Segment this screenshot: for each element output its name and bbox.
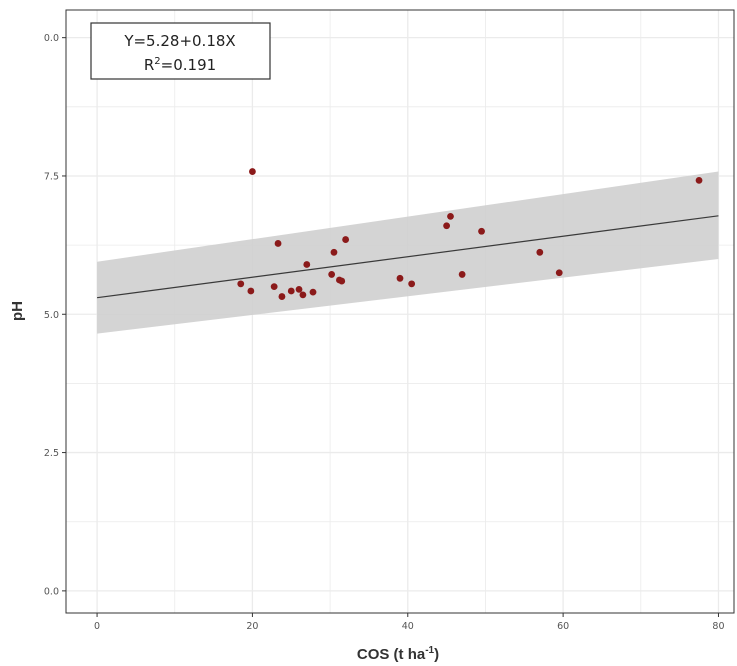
data-point — [295, 285, 303, 293]
grid-lines — [66, 10, 734, 613]
data-point — [247, 287, 255, 295]
data-point — [478, 227, 485, 235]
data-point — [458, 271, 466, 278]
plot-panel-border — [65, 9, 735, 614]
data-point — [249, 168, 256, 175]
r-squared-line: R2=0.191 — [144, 56, 216, 74]
data-point — [237, 280, 245, 288]
x-tick-label: 80 — [712, 621, 724, 632]
y-tick-label: 7.5 — [44, 171, 59, 182]
data-points — [237, 168, 703, 300]
y-tick-label: 2.5 — [44, 448, 59, 459]
y-tick-label: 5.0 — [44, 310, 59, 321]
y-tick-label: 0.0 — [44, 586, 59, 597]
data-point — [274, 240, 282, 247]
x-tick-label: 0 — [94, 621, 100, 632]
regression-equation-box: Y=5.28+0.18X R2=0.191 — [90, 22, 271, 80]
y-axis-title: pH — [9, 301, 26, 321]
data-point — [309, 288, 317, 296]
data-point — [328, 271, 336, 278]
data-point — [536, 248, 544, 256]
data-point — [303, 261, 311, 268]
data-point — [443, 222, 451, 230]
r-squared-value: =0.191 — [161, 56, 217, 74]
x-tick-label: 40 — [402, 621, 414, 632]
data-point — [338, 277, 346, 285]
x-tick-label: 60 — [557, 621, 569, 632]
data-point — [396, 274, 404, 282]
data-point — [299, 291, 307, 299]
x-axis-title-text: COS (t ha — [357, 646, 426, 663]
regression-line — [96, 215, 719, 299]
data-point — [342, 236, 350, 243]
data-point — [278, 293, 286, 300]
data-point — [408, 280, 416, 288]
y-tick-label: 0.0 — [44, 33, 59, 44]
y-axis-ticks: 0.0 2.5 5.0 7.5 0.0 — [44, 33, 66, 597]
equation-box-border — [90, 22, 271, 80]
x-axis-title-superscript: -1 — [425, 645, 434, 656]
x-axis-title-close: ) — [434, 646, 439, 663]
equation-line: Y=5.28+0.18X — [123, 32, 235, 50]
data-point — [270, 283, 278, 291]
data-point — [555, 269, 563, 277]
x-axis-ticks: 0 20 40 60 80 — [94, 613, 725, 632]
r-squared-prefix: R — [144, 56, 154, 74]
data-point — [287, 287, 295, 295]
x-tick-label: 20 — [246, 621, 258, 632]
r-squared-superscript: 2 — [154, 56, 160, 67]
data-point — [330, 248, 338, 256]
data-point — [695, 176, 703, 184]
regression-line-path — [96, 215, 719, 299]
x-axis-title: COS (t ha-1) — [357, 645, 439, 663]
data-point — [447, 212, 454, 220]
